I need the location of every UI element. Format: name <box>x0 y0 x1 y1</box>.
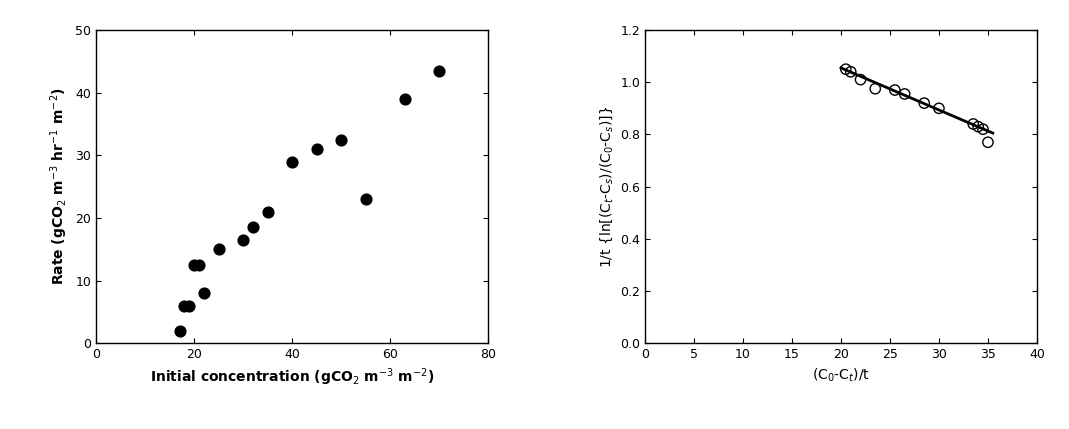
Point <box>431 67 448 74</box>
Point <box>171 327 188 334</box>
Point <box>235 236 252 243</box>
Point <box>397 96 414 103</box>
Point <box>975 126 992 133</box>
Point <box>211 246 228 253</box>
Point <box>979 139 996 146</box>
Point <box>964 121 981 127</box>
Point <box>886 87 903 94</box>
Point <box>896 91 913 97</box>
Point <box>196 290 213 296</box>
Point <box>970 123 987 130</box>
X-axis label: (C$_0$-C$_t$)/t: (C$_0$-C$_t$)/t <box>812 367 870 384</box>
Point <box>190 261 207 269</box>
Point <box>357 196 374 202</box>
Point <box>245 224 262 231</box>
Point <box>259 208 276 215</box>
Point <box>837 66 854 73</box>
Point <box>186 261 203 269</box>
Y-axis label: Rate (gCO$_2$ m$^{-3}$ hr$^{-1}$ m$^{-2}$): Rate (gCO$_2$ m$^{-3}$ hr$^{-1}$ m$^{-2}… <box>48 88 69 285</box>
Point <box>916 100 933 106</box>
Point <box>867 85 884 92</box>
Point <box>332 136 350 143</box>
Point <box>175 302 193 309</box>
X-axis label: Initial concentration (gCO$_2$ m$^{-3}$ m$^{-2}$): Initial concentration (gCO$_2$ m$^{-3}$ … <box>150 367 434 388</box>
Y-axis label: 1/t {ln[(C$_t$-C$_s$)/(C$_0$-C$_s$)]}: 1/t {ln[(C$_t$-C$_s$)/(C$_0$-C$_s$)]} <box>598 106 615 268</box>
Point <box>930 105 947 112</box>
Point <box>308 145 325 152</box>
Point <box>283 158 300 165</box>
Point <box>181 302 198 309</box>
Point <box>852 76 869 83</box>
Point <box>842 68 859 75</box>
